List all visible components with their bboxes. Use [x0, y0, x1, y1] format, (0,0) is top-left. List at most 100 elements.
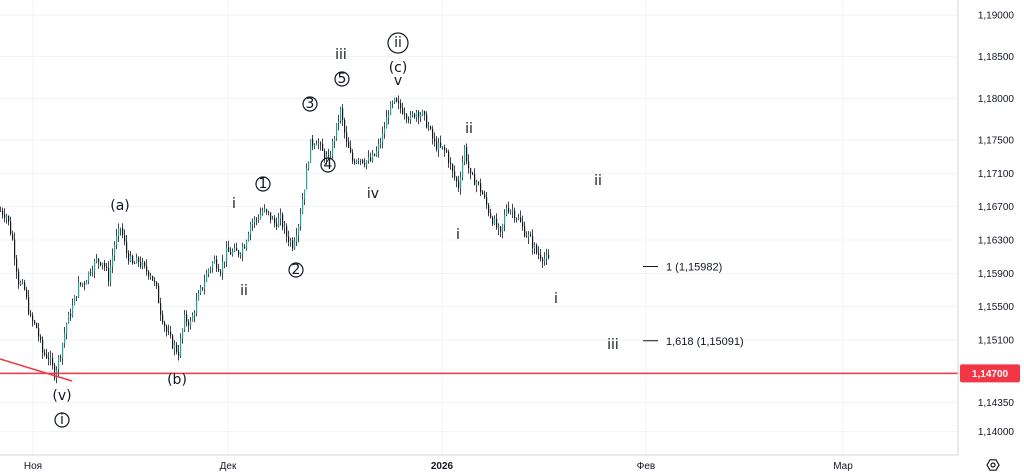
wave-label: iii: [335, 47, 347, 63]
candle-body: [136, 257, 138, 264]
candle-body: [522, 221, 524, 227]
candle-body: [194, 313, 196, 316]
candle-body: [104, 262, 106, 267]
candle-body: [166, 326, 168, 332]
candle-body: [280, 214, 282, 219]
candle-body: [8, 215, 10, 222]
candle-body: [228, 247, 230, 252]
candle-body: [276, 223, 278, 227]
candle-body: [60, 357, 62, 358]
candle-body: [78, 282, 80, 297]
candle-body: [490, 213, 492, 218]
candle-body: [240, 254, 242, 256]
fib-levels[interactable]: 1 (1,15982) 1,618 (1,15091): [643, 262, 744, 348]
candle-body: [238, 250, 240, 256]
candle-body: [290, 240, 292, 242]
wave-label: i: [232, 196, 236, 212]
candle-body: [132, 255, 134, 264]
candle-body: [192, 315, 194, 321]
candle-body: [22, 282, 24, 284]
candle-body: [532, 236, 534, 249]
price-tick-label: 1,14350: [978, 398, 1015, 409]
candle-body: [156, 282, 158, 286]
candle-body: [58, 357, 60, 370]
candle-body: [506, 208, 508, 215]
candle-body: [68, 313, 70, 324]
candle-body: [470, 168, 472, 174]
candle-body: [284, 226, 286, 228]
time-tick-label: Ноя: [24, 461, 42, 472]
candle-body: [128, 253, 130, 262]
candle-body: [416, 111, 418, 118]
settings-hexagon-icon[interactable]: [986, 459, 1000, 471]
candle-body: [482, 192, 484, 195]
candle-body: [204, 281, 206, 289]
candle-body: [124, 235, 126, 242]
candle-body: [462, 161, 464, 178]
wave-label: 2: [292, 262, 301, 278]
candle-body: [274, 218, 276, 224]
candle-body: [360, 159, 362, 161]
candle-body: [356, 160, 358, 163]
candles: [0, 95, 550, 384]
candle-body: [118, 228, 120, 236]
candle-body: [308, 162, 310, 169]
candle-body: [442, 146, 444, 148]
candle-body: [210, 268, 212, 270]
candle-body: [250, 224, 252, 235]
candle-body: [404, 113, 406, 115]
candle-body: [398, 101, 400, 104]
candle-body: [152, 275, 154, 281]
candle-body: [12, 234, 14, 240]
candle-body: [254, 218, 256, 223]
candle-body: [464, 147, 466, 162]
candle-body: [288, 236, 290, 242]
candle-body: [66, 323, 68, 334]
candle-body: [372, 153, 374, 161]
candle-body: [430, 126, 432, 129]
candle-body: [434, 138, 436, 142]
time-tick-label: Мар: [833, 461, 853, 472]
price-tick-label: 1,14000: [978, 427, 1015, 438]
wave-label: 1: [259, 176, 268, 192]
candle-body: [406, 114, 408, 119]
candle-body: [394, 98, 396, 103]
candle-body: [352, 152, 354, 162]
candle-body: [88, 272, 90, 282]
candle-body: [146, 265, 148, 272]
wave-label: ii: [394, 35, 402, 51]
price-tick-label: 1,18000: [978, 94, 1015, 105]
price-tick-label: 1,17500: [978, 136, 1015, 147]
fib-level-label: 1 (1,15982): [666, 262, 722, 274]
candle-body: [42, 339, 44, 353]
wave-label: (a): [110, 198, 130, 214]
candle-body: [10, 221, 12, 235]
trend-line[interactable]: [0, 358, 73, 382]
candle-body: [180, 338, 182, 356]
candle-body: [6, 215, 8, 218]
support-line[interactable]: 1,14700: [0, 358, 1020, 383]
price-axis[interactable]: 1,19000 1,18500 1,18000 1,17500 1,17100 1,167…: [957, 0, 1015, 455]
candle-body: [334, 138, 336, 142]
candle-body: [476, 181, 478, 186]
candle-body: [486, 197, 488, 205]
candle-body: [82, 283, 84, 285]
wave-circle: [288, 262, 304, 278]
candle-body: [232, 251, 234, 255]
candle-body: [40, 336, 42, 340]
candle-body: [504, 214, 506, 225]
candle-body: [540, 254, 542, 259]
candle-body: [266, 209, 268, 212]
candle-body: [24, 282, 26, 290]
candle-body: [436, 141, 438, 150]
candle-body: [302, 199, 304, 214]
time-axis[interactable]: Ноя Дек 2026 Фев Мар: [0, 454, 958, 472]
support-price-tag: [960, 364, 1020, 383]
candle-body: [178, 351, 180, 356]
candle-body: [456, 177, 458, 182]
candle-body: [214, 259, 216, 263]
wave-label: 4: [324, 157, 333, 173]
candle-body: [354, 161, 356, 163]
candle-body: [236, 248, 238, 251]
